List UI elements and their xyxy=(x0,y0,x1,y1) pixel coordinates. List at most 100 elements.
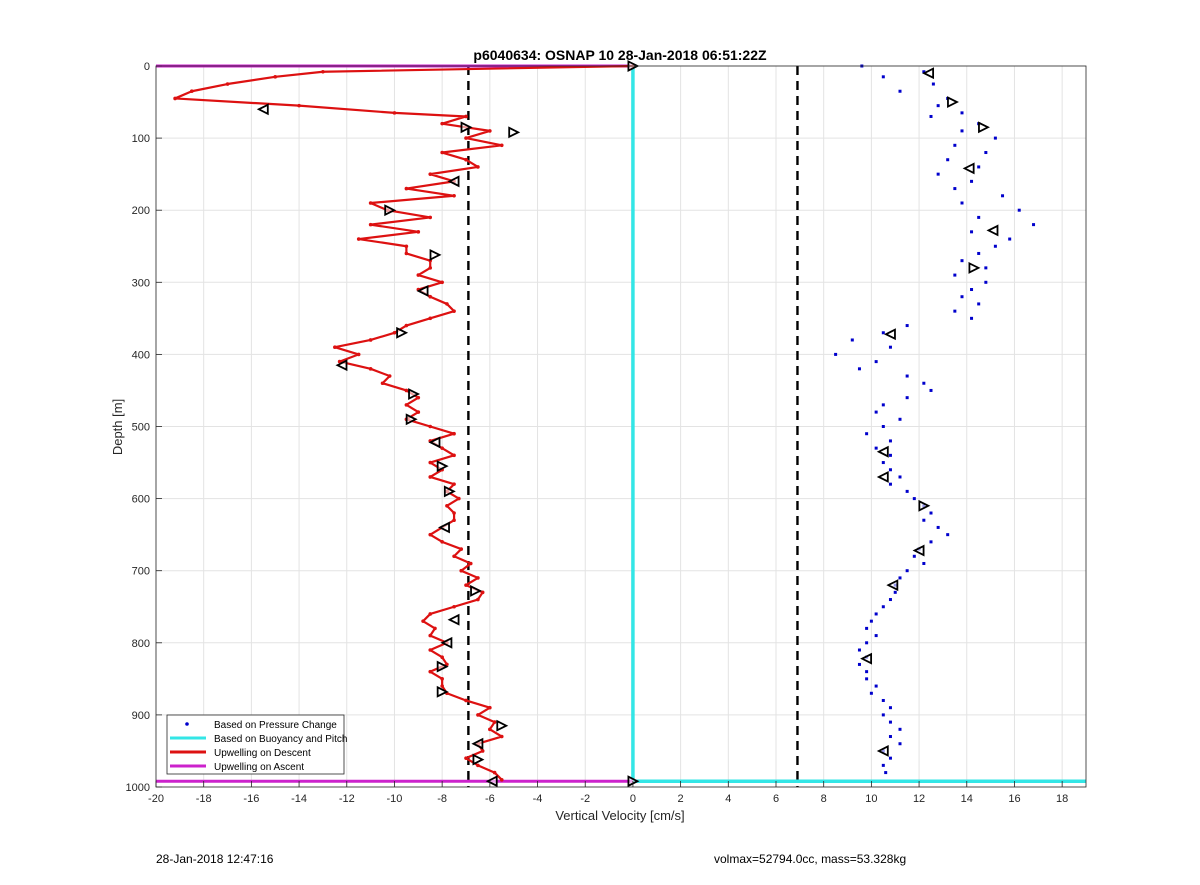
y-tick-label: 0 xyxy=(144,61,150,73)
pressure-point xyxy=(874,410,878,414)
descent-point xyxy=(440,280,444,285)
x-tick-label: 6 xyxy=(773,793,779,805)
pressure-point xyxy=(888,706,892,710)
legend: Based on Pressure Change Based on Buoyan… xyxy=(166,714,347,775)
x-tick-label: -18 xyxy=(196,793,212,805)
y-tick-label: 800 xyxy=(132,638,150,650)
triangle-marker xyxy=(416,284,429,297)
triangle-marker xyxy=(876,471,889,483)
descent-point xyxy=(452,453,456,458)
descent-point xyxy=(468,561,473,566)
pressure-point xyxy=(953,309,957,313)
x-tick-label: -4 xyxy=(533,793,543,805)
pressure-point xyxy=(874,684,878,688)
triangle-marker xyxy=(438,521,450,534)
pressure-point xyxy=(993,136,997,140)
pressure-point xyxy=(888,453,892,457)
descent-point xyxy=(440,150,444,155)
descent-point xyxy=(368,201,373,205)
descent-point xyxy=(416,410,421,414)
pressure-point xyxy=(874,360,878,364)
footer-timestamp: 28-Jan-2018 12:47:16 xyxy=(156,852,274,866)
pressure-point xyxy=(960,111,964,115)
triangle-marker xyxy=(912,544,925,557)
y-tick-label: 500 xyxy=(132,422,150,434)
y-tick-label: 100 xyxy=(132,133,150,145)
pressure-point xyxy=(970,288,974,292)
descent-point xyxy=(416,395,421,400)
x-tick-label: 12 xyxy=(913,793,925,805)
descent-point xyxy=(368,367,373,371)
descent-point xyxy=(440,684,444,688)
triangle-marker xyxy=(876,445,889,458)
pressure-point xyxy=(898,89,902,93)
pressure-point xyxy=(881,331,885,335)
triangle-marker xyxy=(918,499,931,512)
descent-point xyxy=(433,626,437,631)
triangle-marker xyxy=(436,460,449,473)
pressure-point xyxy=(922,381,926,385)
pressure-point xyxy=(905,324,909,328)
descent-point xyxy=(356,352,361,357)
pressure-point xyxy=(888,482,892,486)
triangle-marker xyxy=(508,126,521,139)
triangle-marker xyxy=(886,579,899,592)
pressure-point xyxy=(898,576,902,580)
x-tick-label: -10 xyxy=(387,793,403,805)
pressure-point xyxy=(881,425,885,428)
pressure-point xyxy=(888,720,892,724)
x-tick-label: -2 xyxy=(580,793,590,805)
pressure-point xyxy=(850,338,854,342)
descent-point xyxy=(464,698,468,703)
pressure-point xyxy=(929,114,933,118)
descent-point xyxy=(428,266,433,270)
pressure-point xyxy=(865,677,869,681)
triangle-marker xyxy=(876,744,889,757)
descent-point xyxy=(452,431,456,436)
descent-point xyxy=(428,172,433,176)
pressure-point xyxy=(869,619,873,623)
x-tick-label: 4 xyxy=(725,793,731,805)
triangle-marker xyxy=(447,175,460,188)
triangle-marker xyxy=(335,359,348,372)
pressure-point xyxy=(977,302,981,306)
pressure-point xyxy=(874,612,878,616)
x-tick-label: -12 xyxy=(339,793,355,805)
descent-point xyxy=(464,583,468,587)
descent-point xyxy=(488,727,492,732)
descent-point xyxy=(404,244,409,249)
pressure-point xyxy=(881,461,885,465)
y-tick-label: 600 xyxy=(132,494,150,506)
triangle-marker xyxy=(496,719,509,732)
pressure-point xyxy=(881,75,885,79)
descent-point xyxy=(440,446,444,450)
y-tick-label: 200 xyxy=(132,205,150,217)
descent-point xyxy=(464,136,468,140)
pressure-point xyxy=(898,475,902,479)
descent-point xyxy=(428,612,433,616)
pressure-point xyxy=(905,569,909,573)
descent-point xyxy=(392,330,397,335)
triangle-marker xyxy=(947,96,959,109)
descent-point xyxy=(445,504,449,508)
pressure-point xyxy=(874,446,878,450)
descent-point xyxy=(464,114,468,119)
descent-point xyxy=(452,554,456,559)
descent-point xyxy=(476,165,480,169)
pressure-point xyxy=(946,533,950,537)
pressure-point xyxy=(953,143,957,147)
pressure-point xyxy=(929,540,933,544)
descent-point xyxy=(476,763,480,768)
triangle-marker xyxy=(436,660,449,673)
x-tick-label: 0 xyxy=(630,793,636,805)
pressure-point xyxy=(874,634,878,638)
x-tick-label: 2 xyxy=(678,793,684,805)
descent-point xyxy=(476,713,480,717)
descent-point xyxy=(488,129,492,133)
footer-volume-mass: volmax=52794.0cc, mass=53.328kg xyxy=(714,852,907,866)
descent-point xyxy=(404,186,409,191)
triangle-marker xyxy=(436,685,449,698)
triangle-marker xyxy=(396,326,409,339)
descent-point xyxy=(452,604,456,609)
triangle-marker xyxy=(443,485,456,498)
